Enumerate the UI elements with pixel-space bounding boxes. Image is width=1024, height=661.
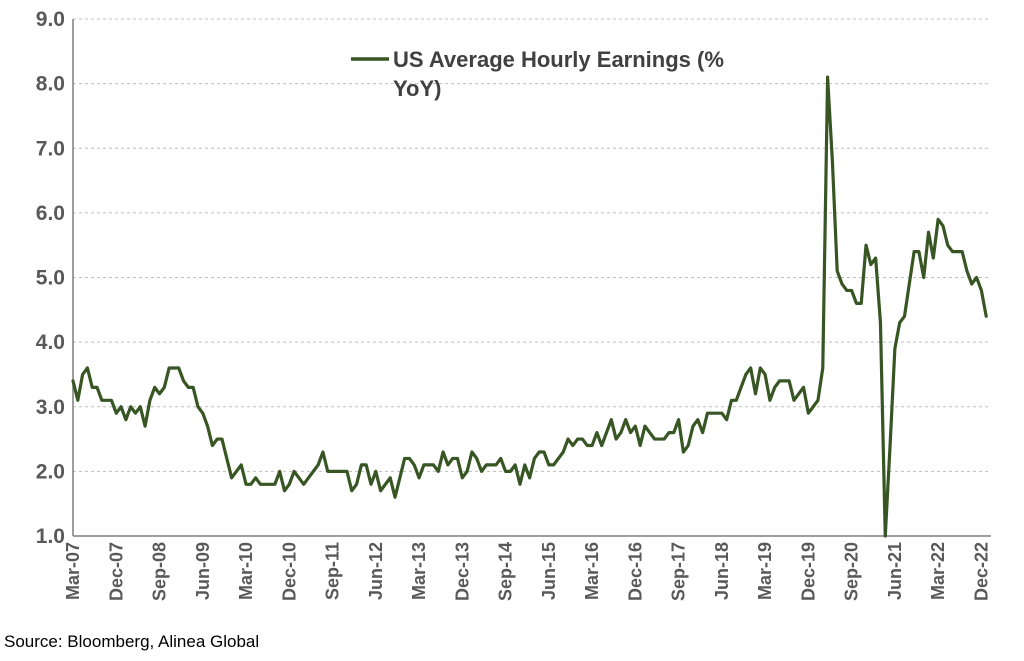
x-tick-label: Dec-13 <box>452 542 472 601</box>
x-tick-label: Sep-08 <box>150 542 170 601</box>
x-tick-label: Sep-11 <box>323 542 343 600</box>
series-line-us-average-hourly-earnings <box>71 75 988 538</box>
x-tick-label: Jun-15 <box>539 542 559 600</box>
legend-label-line-2: YoY) <box>393 76 441 101</box>
y-axis-tick-labels: 1.0 2.0 3.0 4.0 5.0 6.0 7.0 8.0 9.0 <box>36 8 65 548</box>
y-tick-label: 6.0 <box>36 202 65 225</box>
y-tick-label: 2.0 <box>36 460 65 483</box>
x-tick-label: Mar-19 <box>755 542 775 600</box>
x-tick-label: Dec-19 <box>798 542 818 601</box>
x-tick-label: Mar-16 <box>582 542 602 600</box>
x-tick-label: Jun-21 <box>885 542 905 600</box>
x-tick-label: Dec-10 <box>279 542 299 601</box>
legend-label-line-1: US Average Hourly Earnings (% <box>393 47 724 72</box>
x-tick-label: Sep-20 <box>842 542 862 601</box>
x-tick-label: Mar-13 <box>409 542 429 600</box>
y-tick-label: 9.0 <box>36 8 65 31</box>
y-tick-label: 4.0 <box>36 331 65 354</box>
x-axis-tick-labels: Mar-07 Dec-07 Sep-08 Jun-09 Mar-10 Dec-10 Sep-… <box>63 542 991 601</box>
legend: US Average Hourly Earnings (% YoY) <box>351 47 724 101</box>
x-tick-label: Mar-10 <box>236 542 256 600</box>
x-tick-label: Sep-14 <box>496 542 516 601</box>
y-tick-label: 8.0 <box>36 73 65 96</box>
source-note: Source: Bloomberg, Alinea Global <box>4 632 260 651</box>
x-tick-label: Jun-09 <box>193 542 213 600</box>
x-tick-label: Mar-07 <box>63 542 83 600</box>
x-tick-label: Mar-22 <box>928 542 948 600</box>
y-tick-label: 3.0 <box>36 396 65 419</box>
x-tick-label: Sep-17 <box>669 542 689 601</box>
y-tick-label: 7.0 <box>36 137 65 160</box>
x-tick-label: Dec-07 <box>106 542 126 601</box>
gridlines <box>73 18 991 472</box>
x-tick-label: Dec-22 <box>971 542 991 601</box>
y-tick-label: 1.0 <box>36 525 65 548</box>
x-tick-label: Jun-12 <box>366 542 386 600</box>
x-tick-label: Dec-16 <box>625 542 645 601</box>
x-tick-label: Jun-18 <box>712 542 732 600</box>
y-tick-label: 5.0 <box>36 267 65 290</box>
